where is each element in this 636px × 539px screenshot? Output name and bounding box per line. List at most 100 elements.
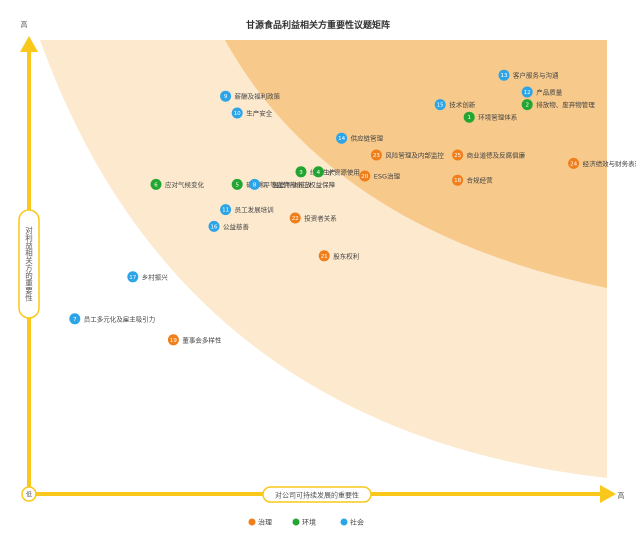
point-marker <box>318 250 330 262</box>
data-point: 2 排放物、废弃物管理 <box>521 99 595 111</box>
point-marker <box>295 166 307 178</box>
data-point: 11 员工发展培训 <box>220 204 274 216</box>
point-number: 24 <box>570 161 577 167</box>
data-point: 5 碳中和、温室气体排放 <box>231 178 312 190</box>
point-number: 18 <box>454 178 461 184</box>
data-point: 10 生产安全 <box>231 107 273 119</box>
data-point: 7 员工多元化及雇主吸引力 <box>69 313 156 325</box>
point-label: 风险管理及内部监控 <box>385 151 444 160</box>
point-label: 商业道德及反腐倡廉 <box>467 151 526 160</box>
point-marker <box>452 149 464 161</box>
legend-swatch <box>248 518 256 526</box>
point-label: 应对气候变化 <box>165 180 205 189</box>
point-number: 13 <box>501 73 508 79</box>
point-number: 22 <box>292 216 299 222</box>
point-number: 7 <box>73 317 77 323</box>
point-marker <box>289 212 301 224</box>
data-point: 19 董事会多样性 <box>167 334 222 346</box>
data-point: 23 风险管理及内部监控 <box>370 149 444 161</box>
data-point: 22 投资者关系 <box>289 212 337 224</box>
chart-title: 甘源食品利益相关方重要性议题矩阵 <box>246 19 390 31</box>
point-label: 供应链管理 <box>351 134 384 143</box>
legend-item: 社会 <box>340 518 364 527</box>
point-label: 平等雇佣与员工权益保障 <box>264 180 336 189</box>
data-point: 20 ESG治理 <box>359 170 401 182</box>
point-number: 23 <box>373 153 380 159</box>
point-label: 投资者关系 <box>304 214 337 223</box>
point-label: 水资源使用 <box>327 167 360 176</box>
point-marker <box>434 99 446 111</box>
point-marker <box>127 271 139 283</box>
point-marker <box>150 178 162 190</box>
point-label: 排放物、废弃物管理 <box>536 100 595 109</box>
point-label: 薪酬及福利政策 <box>235 92 281 101</box>
point-marker <box>359 170 371 182</box>
data-point: 9 薪酬及福利政策 <box>220 90 281 102</box>
point-number: 19 <box>170 338 177 344</box>
data-point: 16 公益慈善 <box>208 220 250 232</box>
point-number: 14 <box>338 136 345 142</box>
point-number: 12 <box>524 90 531 96</box>
point-label: 环境管理体系 <box>478 113 518 122</box>
data-points: 1环境管理体系2排放物、废弃物管理3绿色生产4水资源使用5碳中和、温室气体排放6… <box>69 69 636 346</box>
data-point: 1 环境管理体系 <box>463 111 518 123</box>
point-marker <box>312 166 324 178</box>
point-marker <box>231 107 243 119</box>
origin-label: 低 <box>26 491 32 499</box>
point-label: 董事会多样性 <box>182 335 222 344</box>
y-axis-title: 对利益相关方的重要性 <box>24 225 33 301</box>
point-label: 公益慈善 <box>223 222 250 231</box>
point-number: 25 <box>454 153 461 159</box>
point-label: 经济绩效与财务表现 <box>583 159 636 168</box>
point-label: 员工多元化及雇主吸引力 <box>84 314 156 323</box>
y-axis-title-pill <box>18 209 40 319</box>
data-point: 15 技术创新 <box>434 99 476 111</box>
point-marker <box>452 174 464 186</box>
point-label: 碳中和、温室气体排放 <box>246 180 312 189</box>
data-point: 12 产品质量 <box>521 86 563 98</box>
point-number: 15 <box>437 103 444 109</box>
data-point: 13 客户服务与沟通 <box>498 69 559 81</box>
point-marker <box>370 149 382 161</box>
point-number: 1 <box>467 115 471 121</box>
point-marker <box>463 111 475 123</box>
point-marker <box>220 90 232 102</box>
legend-item: 治理 <box>248 518 272 527</box>
data-point: 18 合规经营 <box>452 174 494 186</box>
x-axis-title: 对公司可持续发展的重要性 <box>275 491 359 500</box>
origin-marker <box>21 486 37 502</box>
point-marker <box>220 204 232 216</box>
point-marker <box>336 132 348 144</box>
x-axis-arrow <box>600 485 616 503</box>
data-point: 25 商业道德及反腐倡廉 <box>452 149 526 161</box>
point-label: 乡村振兴 <box>142 272 169 281</box>
legend-label: 环境 <box>302 518 316 527</box>
point-number: 16 <box>211 224 218 230</box>
point-number: 3 <box>299 170 303 176</box>
data-point: 6 应对气候变化 <box>150 178 205 190</box>
legend-label: 治理 <box>258 518 272 527</box>
data-point: 14 供应链管理 <box>336 132 384 144</box>
point-marker <box>521 99 533 111</box>
legend-label: 社会 <box>350 518 364 527</box>
legend-swatch <box>340 518 348 526</box>
point-marker <box>568 157 580 169</box>
legend-swatch <box>292 518 300 526</box>
data-point: 8 平等雇佣与员工权益保障 <box>249 178 336 190</box>
data-point: 17 乡村振兴 <box>127 271 169 283</box>
x-axis-high-label: 高 <box>618 491 625 500</box>
point-number: 10 <box>234 111 241 117</box>
point-number: 17 <box>129 275 136 281</box>
point-label: ESG治理 <box>374 172 401 181</box>
point-label: 客户服务与沟通 <box>513 71 559 80</box>
legend-item: 环境 <box>292 518 316 527</box>
point-number: 5 <box>235 182 239 188</box>
point-number: 6 <box>154 182 158 188</box>
point-marker <box>167 334 179 346</box>
y-axis-high-label: 高 <box>21 20 28 29</box>
x-axis-title-pill <box>262 486 372 503</box>
point-label: 合规经营 <box>467 176 494 185</box>
point-marker <box>69 313 81 325</box>
point-number: 21 <box>321 254 328 260</box>
